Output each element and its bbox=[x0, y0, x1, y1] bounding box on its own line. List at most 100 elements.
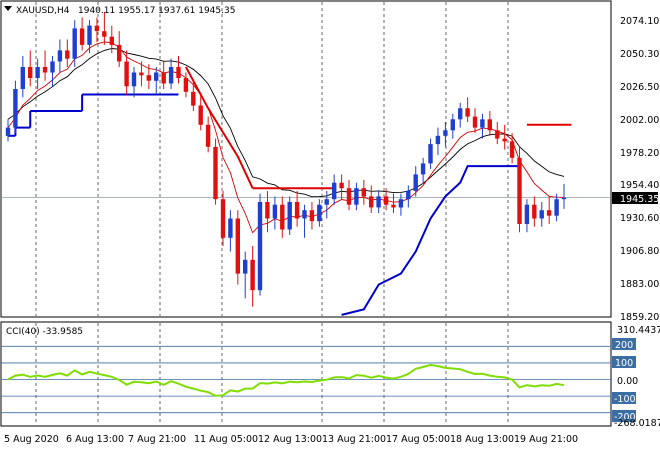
candle-body bbox=[5, 127, 11, 136]
candle-body bbox=[213, 146, 218, 200]
candle-body bbox=[20, 67, 25, 89]
candle-body bbox=[495, 130, 500, 139]
candle-body bbox=[243, 259, 248, 274]
candle-body bbox=[117, 44, 122, 62]
candle-body bbox=[413, 174, 418, 191]
candle-body bbox=[332, 182, 337, 200]
ma-fast-line bbox=[7, 41, 565, 234]
price-axis-label: 2002.00 bbox=[620, 115, 659, 126]
candle-body bbox=[302, 210, 307, 219]
candle-body bbox=[450, 119, 455, 131]
candle-body bbox=[346, 188, 352, 205]
current-price-label: 1945.35 bbox=[620, 194, 659, 205]
candle-body bbox=[309, 210, 315, 222]
cci-axis-label: -100 bbox=[614, 394, 636, 405]
time-axis-label: 18 Aug 13:00 bbox=[450, 434, 514, 445]
candle-body bbox=[50, 61, 55, 73]
candle-body bbox=[79, 28, 85, 45]
time-axis-label: 7 Aug 21:00 bbox=[128, 434, 186, 445]
candle-body bbox=[161, 72, 166, 84]
price-axis-label: 1930.60 bbox=[620, 213, 659, 224]
candle-body bbox=[198, 105, 203, 125]
ohlc-values: 1940.11 1955.17 1937.61 1945.35 bbox=[78, 6, 235, 16]
candle-body bbox=[487, 119, 492, 131]
candle-body bbox=[554, 199, 559, 216]
cci-line bbox=[7, 363, 565, 397]
chevron-down-icon[interactable] bbox=[4, 6, 12, 11]
cci-levels-layer bbox=[1, 345, 611, 414]
cci-panel-frame bbox=[0, 321, 612, 427]
time-axis-label: 13 Aug 21:00 bbox=[322, 434, 386, 445]
candle-body bbox=[502, 138, 507, 142]
candle-body bbox=[339, 182, 344, 189]
cci-level-tag bbox=[612, 338, 636, 350]
candle-body bbox=[42, 67, 48, 73]
candle-body bbox=[183, 78, 189, 92]
candle-body bbox=[480, 119, 485, 128]
candle-body bbox=[361, 188, 366, 197]
candle-body bbox=[317, 204, 322, 222]
candle-body bbox=[383, 196, 389, 205]
stop-line-up bbox=[341, 165, 520, 316]
price-axis-label: 2050.30 bbox=[620, 49, 659, 60]
candle-body bbox=[205, 124, 211, 147]
candle-body bbox=[546, 210, 552, 216]
time-axis: 5 Aug 2020 6 Aug 13:00 7 Aug 21:00 11 Au… bbox=[4, 434, 578, 445]
price-axis-label: 1906.80 bbox=[620, 246, 659, 257]
candle-body bbox=[94, 25, 100, 32]
cci-title: CCI(40) -33.9585 bbox=[6, 327, 83, 337]
candle-body bbox=[131, 72, 137, 87]
candle-body bbox=[465, 108, 470, 117]
candle-body bbox=[294, 202, 300, 219]
cci-axis-label: 100 bbox=[615, 358, 633, 369]
time-axis-label: 6 Aug 13:00 bbox=[66, 434, 124, 445]
candle-body bbox=[265, 202, 270, 219]
candle-body bbox=[517, 157, 522, 224]
candles-layer[interactable] bbox=[5, 11, 567, 307]
candle-body bbox=[524, 204, 530, 224]
price-axis-label: 2074.10 bbox=[620, 16, 659, 27]
candle-body bbox=[176, 67, 181, 78]
candle-body bbox=[87, 25, 92, 45]
indicator-layer bbox=[7, 41, 572, 316]
candle-body bbox=[280, 204, 285, 230]
candle-body bbox=[109, 36, 114, 45]
candle-body bbox=[65, 50, 70, 59]
cci-axis-label: 0.00 bbox=[617, 376, 638, 387]
candle-body bbox=[391, 204, 396, 208]
candle-body bbox=[369, 196, 374, 208]
time-axis-label: 12 Aug 13:00 bbox=[258, 434, 322, 445]
price-panel-frame bbox=[0, 0, 612, 318]
price-axis-label: 1859.20 bbox=[620, 312, 659, 323]
candle-body bbox=[509, 141, 515, 158]
candle-body bbox=[287, 202, 292, 230]
time-axis-label: 17 Aug 05:00 bbox=[386, 434, 450, 445]
cci-axis-label: 310.4437 bbox=[617, 325, 660, 336]
candle-body bbox=[472, 116, 478, 128]
candle-body bbox=[532, 204, 537, 219]
candle-body bbox=[124, 61, 129, 87]
candle-body bbox=[154, 72, 159, 81]
candle-body bbox=[28, 67, 33, 78]
candle-body bbox=[235, 218, 240, 274]
candle-body bbox=[561, 197, 567, 200]
candle-body bbox=[443, 130, 448, 136]
price-axis-label: 1883.00 bbox=[620, 279, 659, 290]
candle-body bbox=[435, 135, 441, 145]
candle-body bbox=[539, 210, 544, 219]
candle-body bbox=[406, 190, 411, 200]
candle-body bbox=[398, 199, 404, 208]
current-price-tag: 1945.35 bbox=[612, 192, 659, 205]
candle-body bbox=[146, 75, 151, 81]
price-axis-label: 1954.40 bbox=[620, 180, 659, 191]
symbol-label: XAUUSD,H4 bbox=[16, 6, 70, 16]
candle-body bbox=[376, 196, 381, 208]
price-axis-label: 1978.20 bbox=[620, 148, 659, 159]
time-axis-label: 5 Aug 2020 bbox=[4, 434, 59, 445]
stop-line-down bbox=[185, 66, 254, 189]
candle-body bbox=[257, 202, 263, 291]
candle-body bbox=[354, 188, 359, 205]
cci-layer bbox=[7, 363, 565, 397]
